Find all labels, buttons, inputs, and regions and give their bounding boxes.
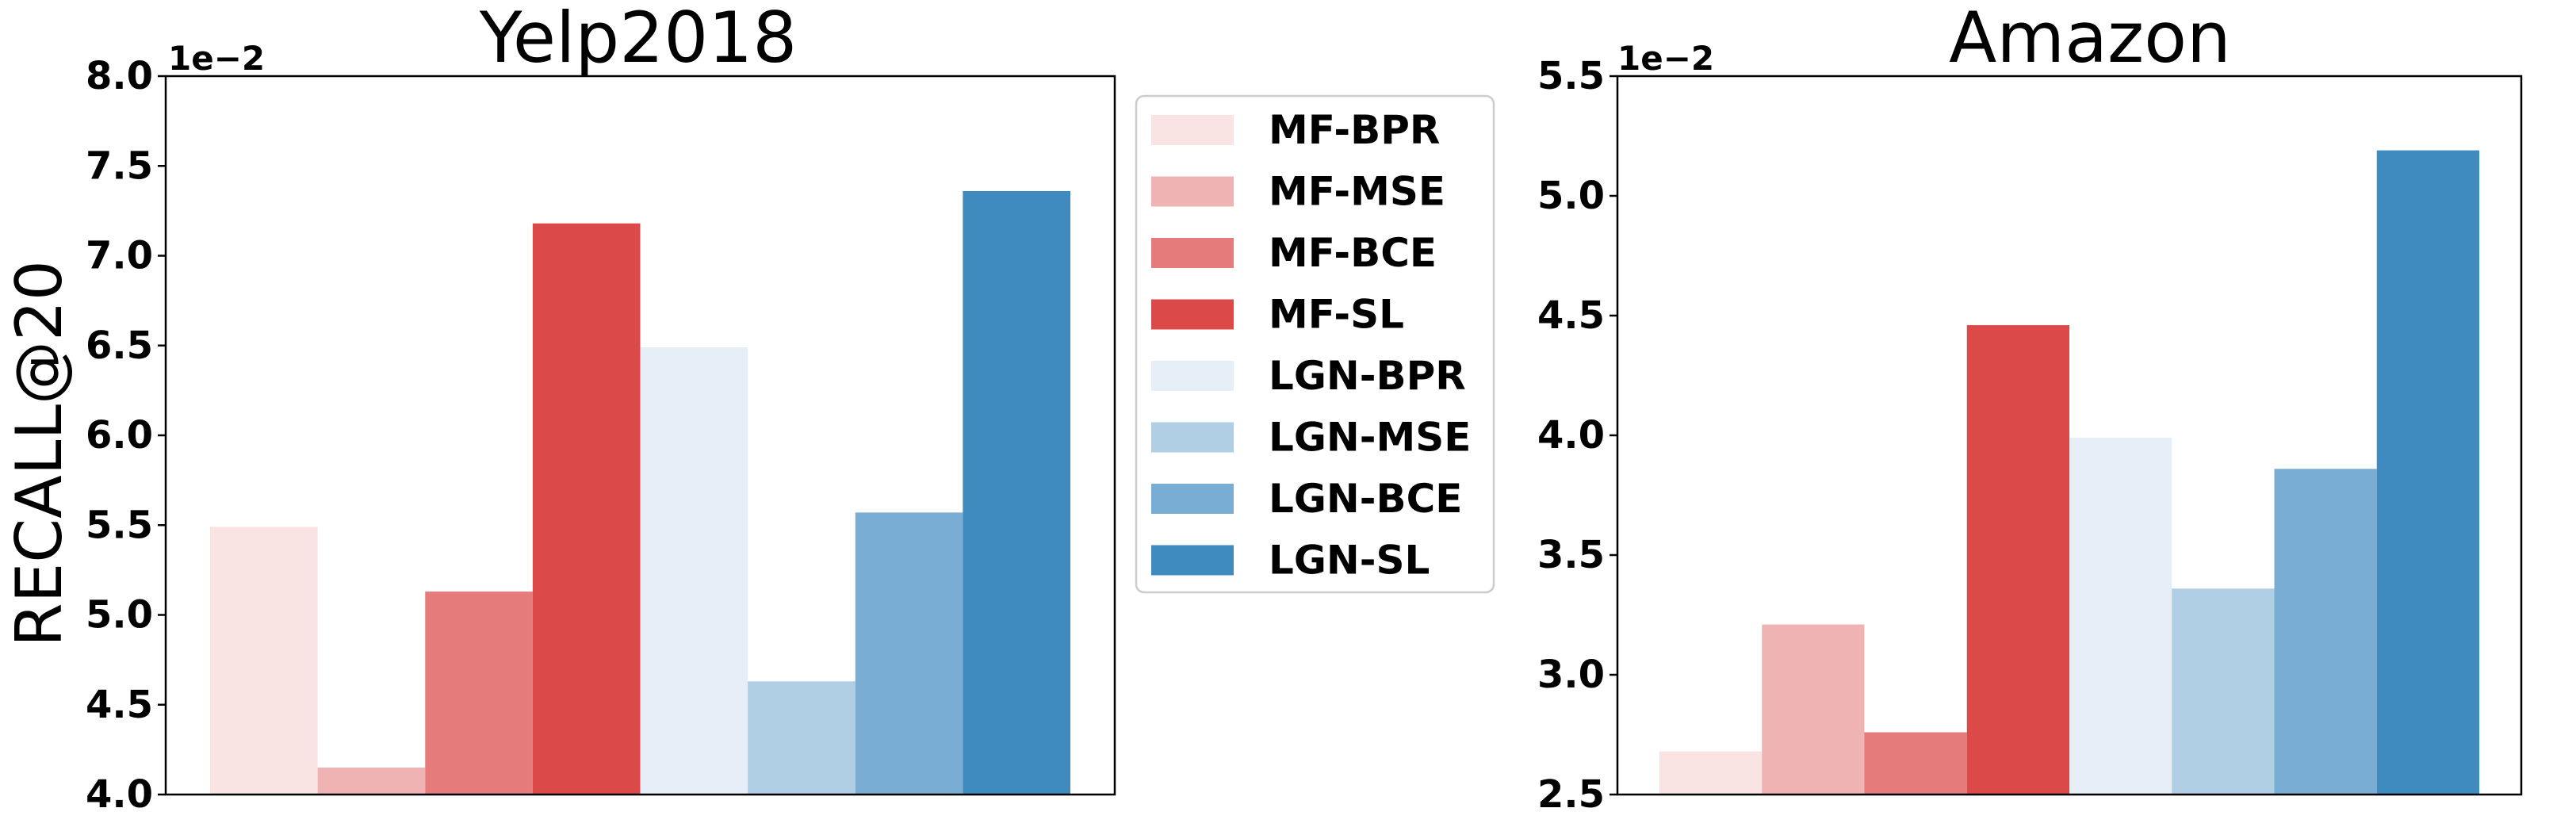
y-tick-label: 6.5 [86, 324, 153, 368]
legend-label-lgn-bce: LGN-BCE [1269, 476, 1462, 522]
bar-lgn-sl [963, 190, 1070, 795]
legend-swatch-lgn-mse [1151, 422, 1234, 453]
bar-mf-mse [317, 768, 426, 795]
bar-lgn-sl [2376, 150, 2479, 795]
legend-label-lgn-mse: LGN-MSE [1269, 415, 1471, 461]
bar-lgn-bpr [2069, 438, 2172, 795]
bar-group [1659, 150, 2479, 795]
legend-label-mf-sl: MF-SL [1269, 292, 1404, 338]
plot-frame [1616, 75, 2523, 796]
y-tick-label: 8.0 [86, 54, 153, 98]
y-tick-label: 5.0 [86, 593, 153, 638]
bar-mf-bce [1864, 732, 1967, 795]
y-tick-label: 4.5 [86, 683, 153, 727]
y-tick-label: 7.5 [86, 144, 153, 188]
legend-label-mf-mse: MF-MSE [1269, 169, 1445, 215]
legend-swatch-lgn-bce [1151, 484, 1234, 514]
bar-lgn-bce [855, 512, 963, 795]
y-axis-exponent: 1e−2 [1617, 39, 1714, 78]
legend-swatch-mf-mse [1151, 176, 1234, 207]
y-tick-label: 5.5 [86, 503, 153, 547]
y-axis-label: RECALL@20 [2, 260, 76, 647]
y-tick-label: 6.0 [86, 413, 153, 458]
bar-lgn-bpr [640, 347, 748, 795]
legend-swatch-lgn-sl [1151, 545, 1234, 576]
y-tick-label: 5.5 [1537, 54, 1605, 98]
legend-swatch-mf-sl [1151, 299, 1234, 330]
y-tick-label: 7.0 [86, 234, 153, 278]
y-tick-group: 4.0 4.5 5.0 5.5 6.0 6.5 7.0 7.5 8.0 [86, 54, 166, 817]
bar-mf-bpr [210, 527, 318, 795]
y-tick-label: 3.5 [1537, 533, 1605, 577]
legend-label-mf-bpr: MF-BPR [1269, 107, 1440, 153]
y-tick-label: 4.5 [1537, 293, 1605, 338]
bar-mf-mse [1762, 624, 1865, 795]
amazon-chart: Amazon 1e−2 2.5 3.0 3.5 4.0 4.5 5.0 5.5 [1537, 0, 2523, 817]
bar-mf-bpr [1659, 751, 1763, 795]
legend-swatch-mf-bpr [1151, 115, 1234, 145]
chart-title: Yelp2018 [479, 0, 797, 79]
legend-label-lgn-bpr: LGN-BPR [1269, 353, 1466, 399]
bar-lgn-mse [2172, 588, 2275, 795]
y-tick-label: 3.0 [1537, 653, 1605, 697]
bar-mf-sl [1966, 325, 2069, 795]
plot-frame [164, 75, 1116, 796]
legend-label-lgn-sl: LGN-SL [1269, 538, 1430, 584]
chart-title: Amazon [1949, 0, 2231, 79]
y-tick-label: 4.0 [1537, 413, 1605, 458]
legend-swatch-lgn-bpr [1151, 361, 1234, 391]
y-tick-label: 4.0 [86, 772, 153, 817]
legend-frame [1135, 94, 1495, 594]
y-axis-exponent: 1e−2 [168, 39, 265, 78]
y-tick-group: 2.5 3.0 3.5 4.0 4.5 5.0 5.5 [1537, 54, 1617, 817]
legend-label-mf-bce: MF-BCE [1269, 230, 1437, 276]
bar-group [210, 190, 1070, 795]
bar-mf-sl [532, 223, 641, 795]
y-tick-label: 5.0 [1537, 174, 1605, 218]
yelp2018-chart: Yelp2018 RECALL@20 1e−2 4.0 4.5 5.0 5.5 6.0 6… [2, 0, 1116, 817]
bar-lgn-mse [748, 681, 855, 795]
legend-swatch-mf-bce [1151, 238, 1234, 268]
legend: MF-BPR MF-MSE MF-BCE MF-SL LGN-BPR LGN-MSE LGN… [1135, 94, 1495, 594]
bar-lgn-bce [2274, 469, 2377, 795]
y-tick-label: 2.5 [1537, 772, 1605, 817]
bar-mf-bce [425, 592, 533, 795]
